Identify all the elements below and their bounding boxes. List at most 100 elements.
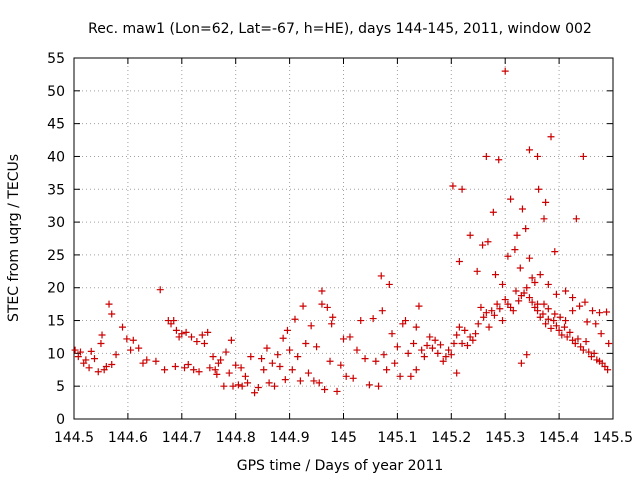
- data-point: [552, 290, 560, 298]
- data-point: [220, 382, 228, 390]
- data-point: [509, 307, 517, 315]
- data-point: [152, 357, 160, 365]
- data-point: [562, 287, 570, 295]
- data-point: [603, 308, 611, 316]
- data-point: [254, 383, 262, 391]
- data-point: [431, 336, 439, 344]
- data-point: [229, 382, 237, 390]
- data-point: [458, 185, 466, 193]
- data-point: [213, 370, 221, 378]
- data-point: [365, 381, 373, 389]
- data-point: [539, 310, 547, 318]
- data-point: [528, 274, 536, 282]
- data-point: [504, 252, 512, 260]
- data-point: [556, 313, 564, 321]
- data-point: [455, 323, 463, 331]
- data-point: [581, 298, 589, 306]
- data-point: [551, 310, 559, 318]
- data-point: [172, 326, 180, 334]
- data-point: [304, 369, 312, 377]
- data-point: [182, 328, 190, 336]
- data-point: [485, 323, 493, 331]
- data-point: [178, 330, 186, 338]
- data-point: [326, 357, 334, 365]
- data-point: [534, 300, 542, 308]
- data-point: [71, 346, 79, 354]
- data-point: [123, 335, 131, 343]
- data-point: [108, 361, 116, 369]
- data-point: [361, 355, 369, 363]
- data-point: [512, 287, 520, 295]
- data-point: [286, 346, 294, 354]
- data-point: [349, 374, 357, 382]
- data-point: [375, 382, 383, 390]
- data-point: [571, 340, 579, 348]
- data-point: [579, 346, 587, 354]
- data-point: [87, 347, 95, 355]
- data-point: [222, 348, 230, 356]
- data-point: [315, 379, 323, 387]
- x-tick-label: 144.8: [216, 430, 256, 446]
- data-point: [582, 338, 590, 346]
- data-point: [479, 241, 487, 249]
- data-point: [412, 366, 420, 374]
- data-point: [491, 271, 499, 279]
- data-point: [412, 323, 420, 331]
- data-point: [260, 366, 268, 374]
- data-point: [265, 379, 273, 387]
- data-point: [329, 313, 337, 321]
- data-point: [423, 341, 431, 349]
- y-tick-label: 25: [47, 248, 65, 264]
- data-point: [428, 344, 436, 352]
- data-point: [323, 303, 331, 311]
- data-point: [566, 328, 574, 336]
- data-point: [569, 294, 577, 302]
- data-point: [534, 152, 542, 160]
- data-point: [378, 307, 386, 315]
- data-point: [90, 355, 98, 363]
- data-point: [377, 272, 385, 280]
- x-tick-label: 145.4: [539, 430, 579, 446]
- data-point: [542, 320, 550, 328]
- data-point: [129, 336, 137, 344]
- data-point: [517, 359, 525, 367]
- data-point: [499, 280, 507, 288]
- data-point: [484, 238, 492, 246]
- data-point: [528, 298, 536, 306]
- data-point: [592, 320, 600, 328]
- data-point: [271, 382, 279, 390]
- data-point: [238, 382, 246, 390]
- data-point: [507, 195, 515, 203]
- data-point: [415, 302, 423, 310]
- data-point: [547, 324, 555, 332]
- data-point: [369, 315, 377, 323]
- data-point: [98, 331, 106, 339]
- data-point: [102, 362, 110, 370]
- data-point: [534, 307, 542, 315]
- data-point: [217, 356, 225, 364]
- data-point: [193, 338, 201, 346]
- data-point: [76, 348, 84, 356]
- data-point: [206, 364, 214, 372]
- data-point: [135, 344, 143, 352]
- data-point: [200, 340, 208, 348]
- data-point: [143, 356, 151, 364]
- data-point: [241, 372, 249, 380]
- data-point: [469, 336, 477, 344]
- data-point: [385, 280, 393, 288]
- data-point: [439, 357, 447, 365]
- data-point: [346, 333, 354, 341]
- data-point: [525, 254, 533, 262]
- data-point: [195, 368, 203, 376]
- data-point: [119, 323, 127, 331]
- data-point: [296, 377, 304, 385]
- data-point: [94, 368, 102, 376]
- data-point: [171, 362, 179, 370]
- y-tick-label: 15: [47, 314, 65, 330]
- data-point: [551, 248, 559, 256]
- data-point: [263, 344, 271, 352]
- axis-ticks: [73, 57, 614, 420]
- data-point: [463, 341, 471, 349]
- data-point: [321, 385, 329, 393]
- data-point: [596, 309, 604, 317]
